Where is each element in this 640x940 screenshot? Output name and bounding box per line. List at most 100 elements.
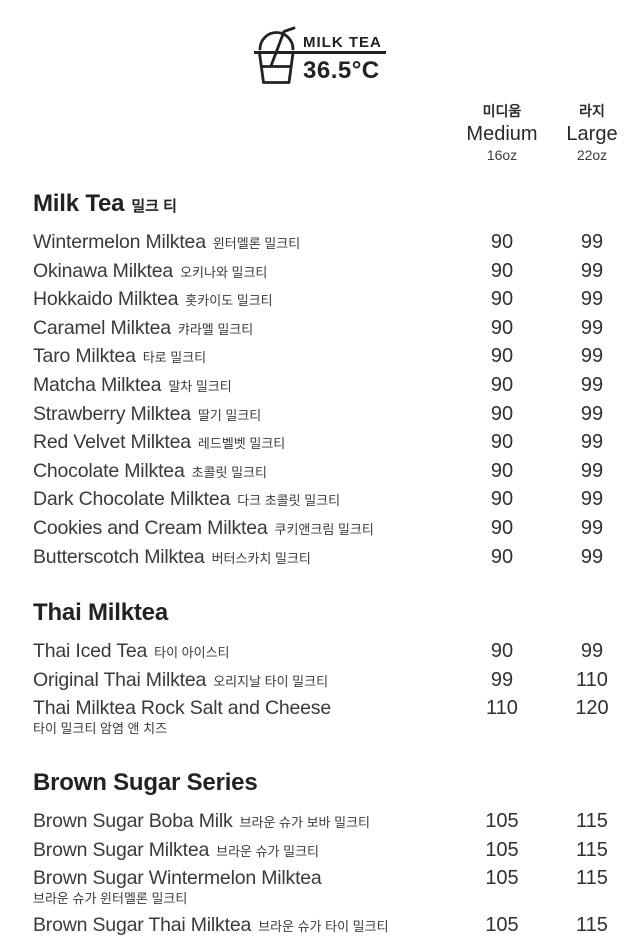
brand-name: MILK TEA <box>303 34 382 51</box>
item-name-english: Okinawa Milktea <box>33 259 174 282</box>
menu-item-name: Strawberry Milktea 딸기 밀크티 <box>33 401 466 430</box>
price-medium: 90 <box>490 459 514 482</box>
item-name-english: Brown Sugar Wintermelon Milktea <box>33 867 322 890</box>
price-medium: 90 <box>490 373 514 396</box>
price-medium: 105 <box>485 838 519 861</box>
menu-item-row: Butterscotch Milktea 버터스카치 밀크티 90 99 <box>33 544 628 573</box>
menu-item-row: Dark Chocolate Milktea 다크 초콜릿 밀크티 90 99 <box>33 486 628 515</box>
menu-item-name: Chocolate Milktea 초콜릿 밀크티 <box>33 458 466 487</box>
menu-item-name: Hokkaido Milktea 홋카이도 밀크티 <box>33 286 466 315</box>
price-large: 99 <box>580 488 604 511</box>
item-name-english: Brown Sugar Milktea <box>33 838 210 861</box>
price-large: 120 <box>575 697 609 720</box>
price-large: 115 <box>576 913 608 936</box>
item-name-english: Cookies and Cream Milktea <box>33 516 268 539</box>
item-name-english: Dark Chocolate Milktea <box>33 488 231 511</box>
menu-item-row: Caramel Milktea 캬라멜 밀크티 90 99 <box>33 315 628 344</box>
price-large: 99 <box>580 288 604 311</box>
size-large-korean: 라지 <box>579 103 605 119</box>
section-items: Thai Iced Tea 타이 아이스티 90 99 Original Thai… <box>33 638 628 742</box>
menu-item-name: Cookies and Cream Milktea 쿠키앤크림 밀크티 <box>33 515 466 544</box>
item-name-english: Butterscotch Milktea <box>33 545 205 568</box>
price-large: 99 <box>580 402 604 425</box>
item-name-korean: 초콜릿 밀크티 <box>191 464 267 480</box>
price-large: 110 <box>576 668 608 691</box>
price-medium: 105 <box>485 809 519 832</box>
price-medium: 90 <box>490 545 514 568</box>
size-large-volume: 22oz <box>576 147 608 163</box>
menu-item-row: Original Thai Milktea 오리지날 타이 밀크티 99 110 <box>33 667 628 696</box>
menu-item-name: Caramel Milktea 캬라멜 밀크티 <box>33 315 466 344</box>
price-large: 99 <box>580 231 604 253</box>
price-medium: 90 <box>490 431 514 454</box>
price-large: 99 <box>580 545 604 568</box>
size-medium-label: Medium <box>466 123 538 145</box>
section-title-english: Milk Tea <box>33 190 125 217</box>
milk-tea-cup-icon <box>258 26 296 84</box>
item-name-korean: 버터스카치 밀크티 <box>211 550 311 566</box>
item-name-english: Matcha Milktea <box>33 373 162 396</box>
price-large: 99 <box>580 431 604 454</box>
item-name-english: Strawberry Milktea <box>33 402 191 425</box>
item-name-english: Chocolate Milktea <box>33 459 185 482</box>
menu-item-row: Red Velvet Milktea 레드벨벳 밀크티 90 99 <box>33 429 628 458</box>
section-title-english: Thai Milktea <box>33 599 168 627</box>
item-name-korean: 브라운 슈가 밀크티 <box>216 843 320 859</box>
price-medium: 90 <box>490 316 514 339</box>
menu-item-row: Strawberry Milktea 딸기 밀크티 90 99 <box>33 401 628 430</box>
size-medium-korean: 미디움 <box>482 103 522 119</box>
menu-item-row: Okinawa Milktea 오키나와 밀크티 90 99 <box>33 258 628 287</box>
logo-divider-line <box>254 51 386 54</box>
menu-item-name: Matcha Milktea 말차 밀크티 <box>33 372 466 401</box>
brand-logo: MILK TEA 36.5°C <box>254 25 386 91</box>
price-medium: 90 <box>490 488 514 511</box>
menu-item-row: Thai Milktea Rock Salt and Cheese 타이 밀크티… <box>33 695 628 742</box>
item-name-korean: 다크 초콜릿 밀크티 <box>237 493 341 509</box>
menu-item-name: Brown Sugar Thai Milktea 브라운 슈가 타이 밀크티 <box>33 912 466 940</box>
item-name-english: Wintermelon Milktea <box>33 231 206 253</box>
brand-temperature: 36.5°C <box>303 57 380 84</box>
menu-item-row: Thai Iced Tea 타이 아이스티 90 99 <box>33 638 628 667</box>
menu-item-row: Brown Sugar Milktea 브라운 슈가 밀크티 105 115 <box>33 837 628 866</box>
menu-section: Milk Tea 밀크 티 Wintermelon Milktea 윈터멜론 밀크티… <box>33 190 628 572</box>
menu-item-row: Taro Milktea 타로 밀크티 90 99 <box>33 343 628 372</box>
price-medium: 110 <box>486 697 518 720</box>
item-name-korean-below: 타이 밀크티 암염 앤 치즈 <box>33 720 168 736</box>
menu-item-name: Butterscotch Milktea 버터스카치 밀크티 <box>33 544 466 573</box>
price-large: 99 <box>580 516 604 539</box>
price-large: 115 <box>576 838 608 861</box>
menu-item-row: Chocolate Milktea 초콜릿 밀크티 90 99 <box>33 458 628 487</box>
menu-item-name: Brown Sugar Wintermelon Milktea 브라운 슈가 윈… <box>33 865 466 912</box>
price-large: 115 <box>576 867 608 890</box>
menu-item-row: Cookies and Cream Milktea 쿠키앤크림 밀크티 90 99 <box>33 515 628 544</box>
menu-item-name: Taro Milktea 타로 밀크티 <box>33 343 466 372</box>
item-name-korean: 캬라멜 밀크티 <box>177 321 254 337</box>
menu-item-name: Brown Sugar Milktea 브라운 슈가 밀크티 <box>33 837 466 866</box>
price-medium: 90 <box>490 402 514 425</box>
size-medium-volume: 16oz <box>486 147 518 163</box>
price-medium: 105 <box>485 867 519 890</box>
item-name-english: Thai Milktea Rock Salt and Cheese <box>33 697 331 720</box>
menu-item-row: Wintermelon Milktea 윈터멜론 밀크티 90 99 <box>33 229 628 258</box>
menu-item-row: Matcha Milktea 말차 밀크티 90 99 <box>33 372 628 401</box>
item-name-english: Red Velvet Milktea <box>33 431 191 454</box>
item-name-korean: 딸기 밀크티 <box>197 407 262 423</box>
price-medium: 99 <box>490 668 514 691</box>
item-name-english: Thai Iced Tea <box>33 640 148 663</box>
menu-item-name: Brown Sugar Boba Milk 브라운 슈가 보바 밀크티 <box>33 808 466 837</box>
menu-item-name: Wintermelon Milktea 윈터멜론 밀크티 <box>33 229 466 258</box>
section-title: Milk Tea 밀크 티 <box>33 190 628 221</box>
menu-section: Thai Milktea Thai Iced Tea 타이 아이스티 90 99 … <box>33 599 628 742</box>
item-name-korean: 타로 밀크티 <box>142 350 207 366</box>
section-title-english: Brown Sugar Series <box>33 768 258 796</box>
item-name-english: Brown Sugar Boba Milk <box>33 809 233 832</box>
menu-item-name: Thai Iced Tea 타이 아이스티 <box>33 638 466 667</box>
menu: Milk Tea 밀크 티 Wintermelon Milktea 윈터멜론 밀크티… <box>0 190 640 940</box>
price-large: 99 <box>580 640 604 663</box>
item-name-korean-below: 브라운 슈가 윈터멜론 밀크티 <box>33 890 188 906</box>
size-large-label: Large <box>566 123 618 145</box>
item-name-korean: 오리지날 타이 밀크티 <box>213 673 329 689</box>
menu-item-row: Hokkaido Milktea 홋카이도 밀크티 90 99 <box>33 286 628 315</box>
menu-item-row: Brown Sugar Boba Milk 브라운 슈가 보바 밀크티 105 1… <box>33 808 628 837</box>
price-large: 99 <box>580 259 604 282</box>
